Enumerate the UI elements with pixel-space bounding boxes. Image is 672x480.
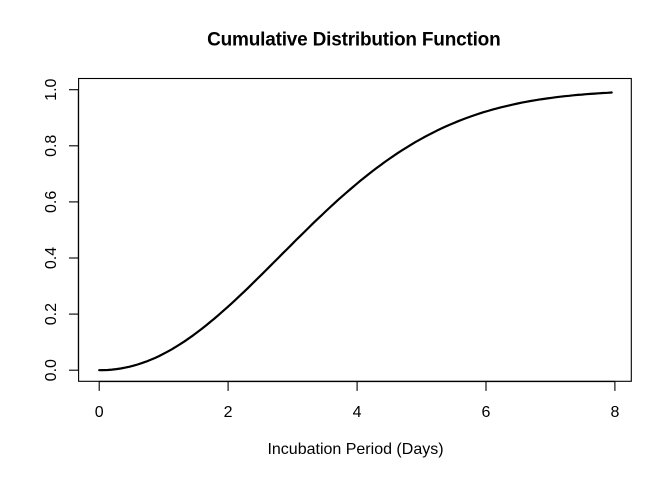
svg-text:Incubation Period (Days): Incubation Period (Days) xyxy=(267,441,443,458)
svg-text:2: 2 xyxy=(224,404,233,421)
svg-text:Cumulative Distribution Functi: Cumulative Distribution Function xyxy=(207,30,500,51)
svg-text:0.8: 0.8 xyxy=(43,135,60,157)
svg-text:0.2: 0.2 xyxy=(43,303,60,325)
svg-text:1.0: 1.0 xyxy=(43,78,60,100)
svg-text:6: 6 xyxy=(482,404,491,421)
svg-text:0.0: 0.0 xyxy=(43,359,60,381)
svg-text:0.6: 0.6 xyxy=(43,191,60,213)
svg-text:8: 8 xyxy=(610,404,619,421)
svg-text:0.4: 0.4 xyxy=(43,247,60,269)
svg-text:4: 4 xyxy=(353,404,362,421)
svg-text:0: 0 xyxy=(95,404,104,421)
